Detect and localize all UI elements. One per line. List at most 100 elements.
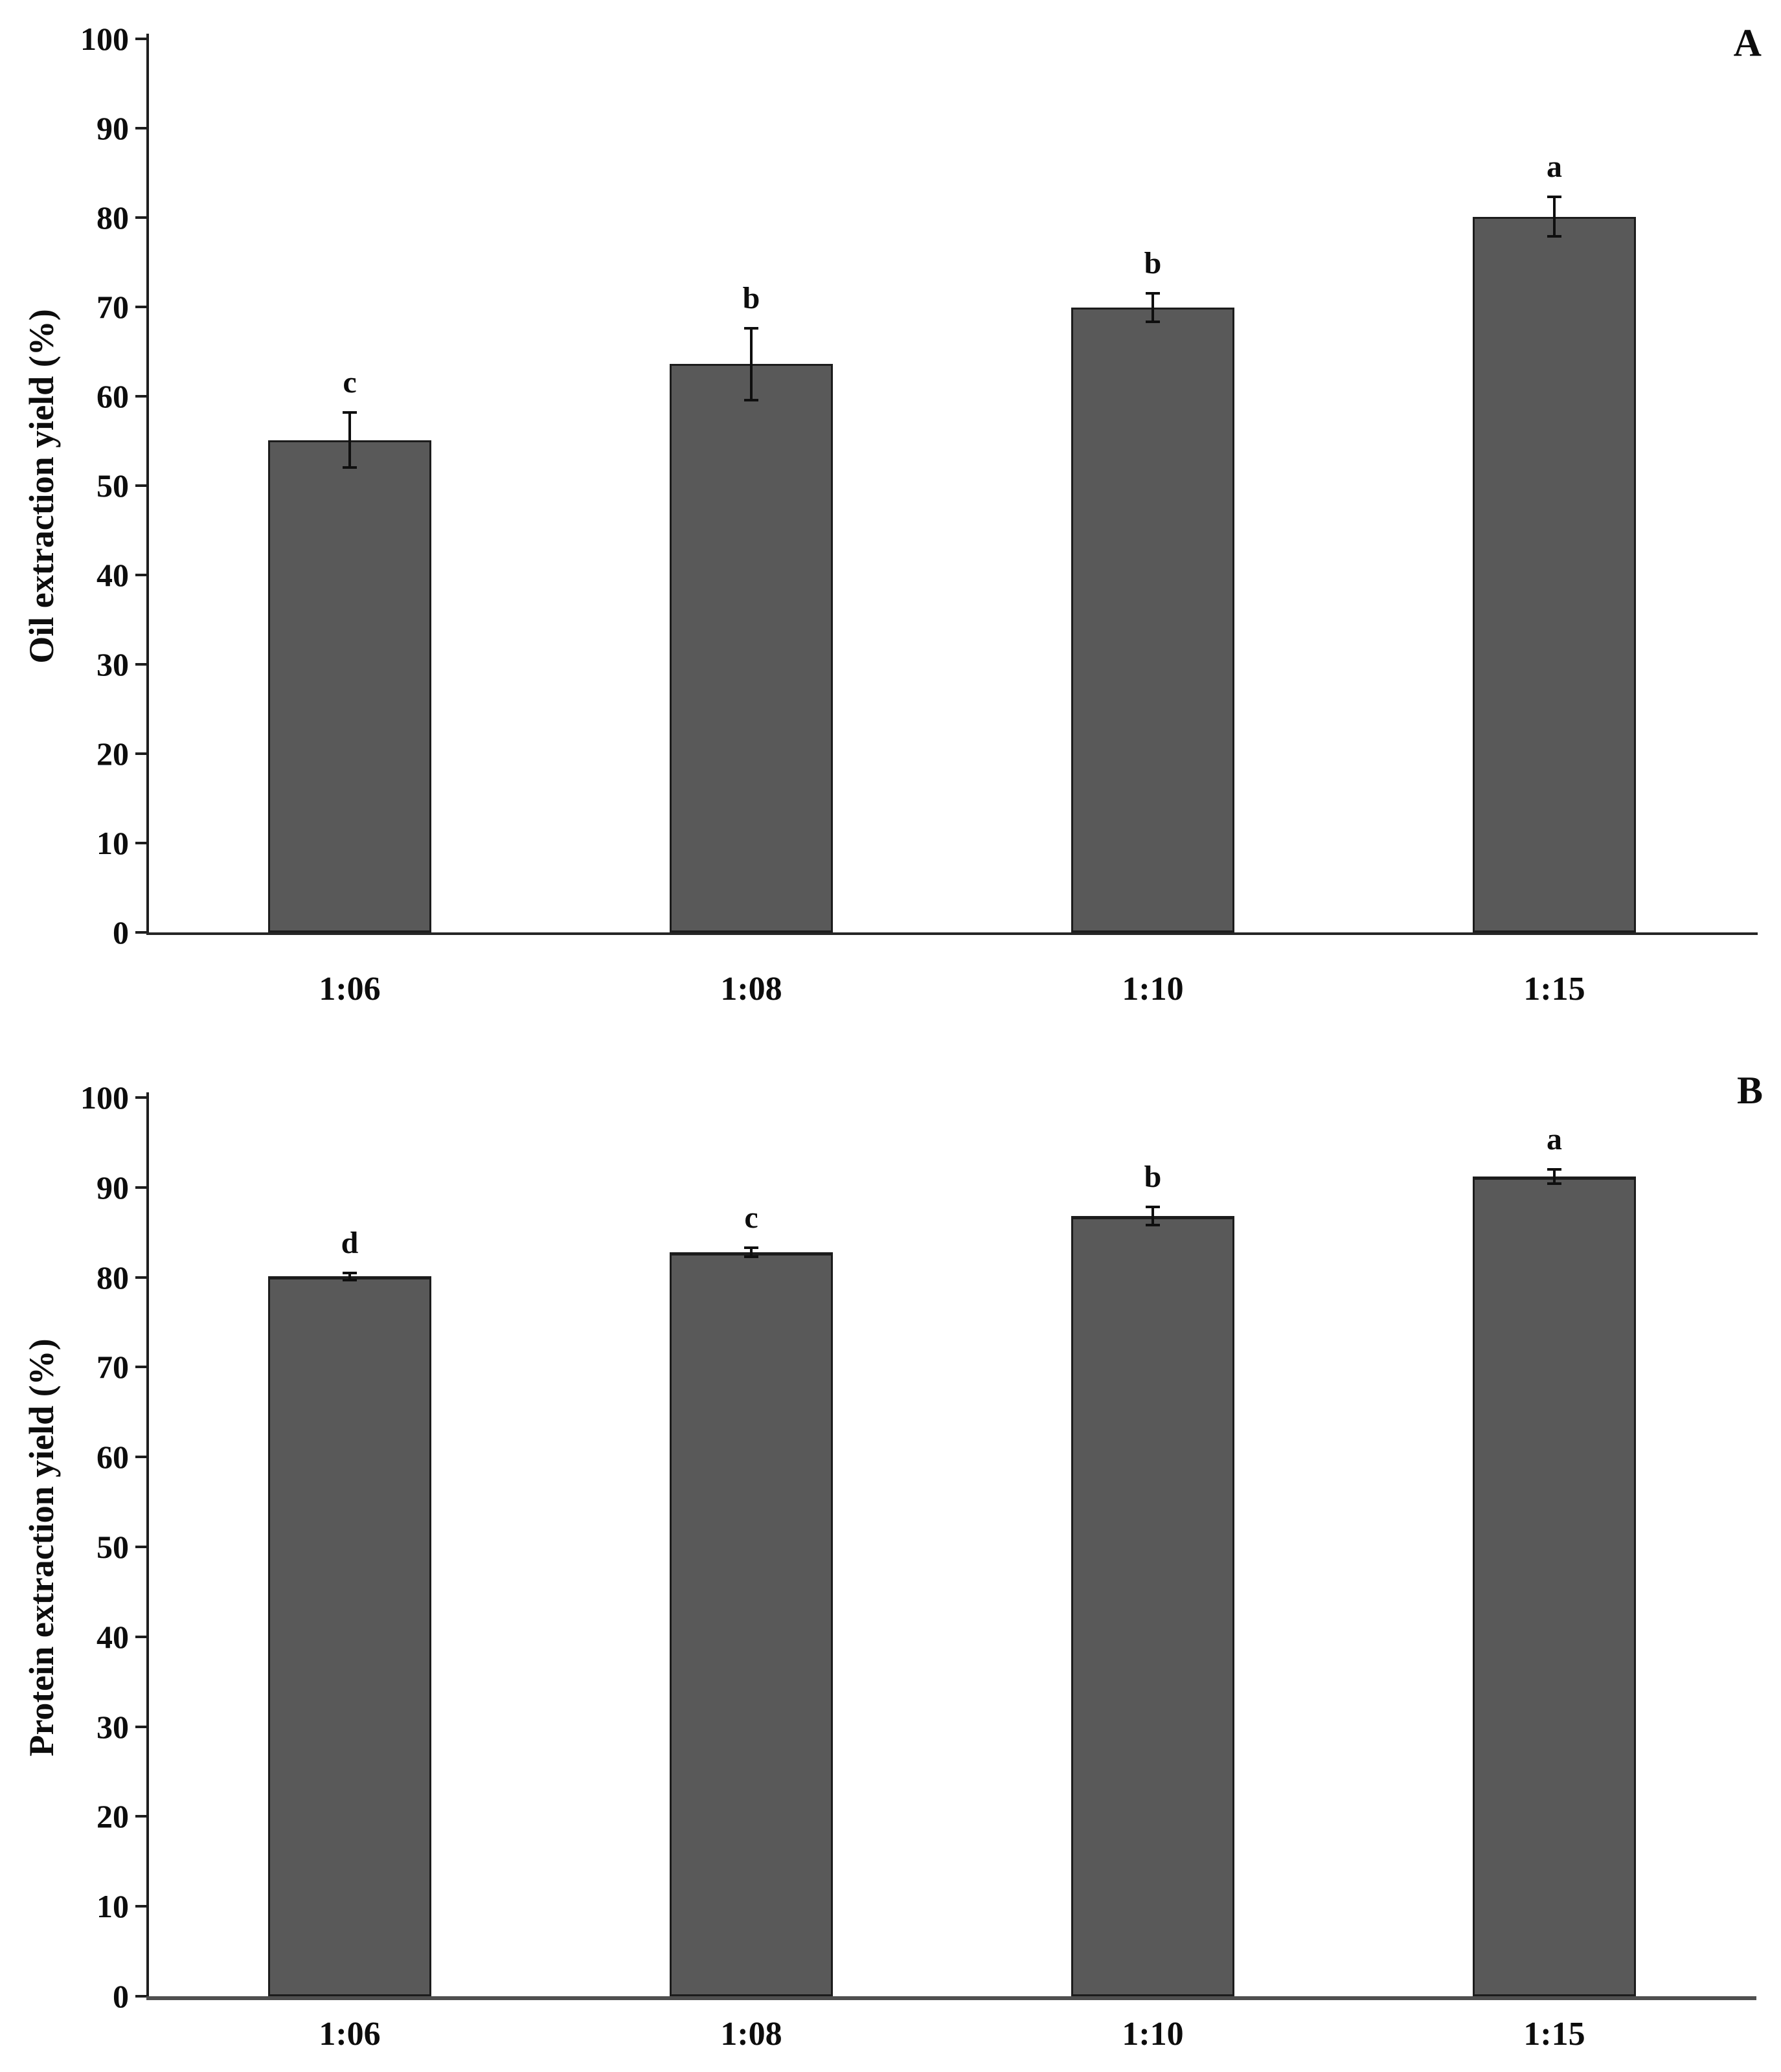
y-tick-mark [135,1546,146,1548]
significance-letter: d [341,1225,359,1260]
bar [1473,216,1636,932]
error-bar [750,328,753,400]
bar [670,1252,833,1996]
y-tick-label: 10 [96,825,129,861]
significance-letter: b [1144,1160,1162,1195]
y-tick-mark [135,931,146,934]
y-tick-label: 90 [96,1169,129,1206]
error-bar-cap-bottom [1547,1182,1561,1186]
y-tick-label: 60 [96,1439,129,1476]
y-tick-mark [135,752,146,755]
y-tick-mark [135,574,146,576]
significance-letter: c [744,1200,758,1235]
error-bar-cap-bottom [1146,321,1160,324]
y-tick-mark [135,306,146,308]
y-tick-mark [135,1186,146,1189]
y-tick-mark [135,484,146,487]
y-tick-label: 50 [96,467,129,504]
error-bar-cap-top [1146,292,1160,295]
error-bar-cap-top [1547,196,1561,199]
error-bar-cap-top [343,1271,357,1274]
y-tick-label: 100 [80,1079,129,1116]
y-tick-label: 10 [96,1888,129,1925]
significance-letter: a [1547,150,1562,185]
error-bar [348,412,351,468]
x-tick-label: 1:10 [1122,971,1184,1008]
y-tick-label: 30 [96,646,129,682]
y-tick-label: 0 [113,914,129,951]
bar [670,364,833,932]
y-tick-label: 50 [96,1529,129,1565]
y-tick-mark [135,1456,146,1459]
y-axis-line [146,34,149,932]
bar [268,440,431,932]
y-tick-mark [135,842,146,844]
y-tick-mark [135,38,146,40]
y-axis-line [146,1092,149,1996]
y-tick-mark [135,1905,146,1908]
y-tick-label: 80 [96,1259,129,1296]
x-tick-label: 1:10 [1122,2016,1184,2053]
y-tick-mark [135,395,146,398]
y-tick-label: 0 [113,1978,129,2014]
bar [268,1276,431,1996]
y-tick-label: 90 [96,110,129,146]
error-bar-cap-bottom [744,1255,758,1258]
y-tick-mark [135,1276,146,1279]
x-axis-line [146,932,1758,935]
bar [1071,1216,1234,1996]
y-tick-label: 70 [96,1349,129,1386]
error-bar-cap-top [1146,1206,1160,1209]
significance-letter: c [343,365,357,400]
x-tick-label: 1:06 [319,971,381,1008]
y-tick-label: 100 [80,21,129,57]
y-tick-label: 40 [96,1618,129,1655]
y-tick-label: 40 [96,557,129,593]
error-bar-cap-top [744,1246,758,1249]
y-tick-mark [135,1096,146,1099]
y-tick-mark [135,1366,146,1369]
y-tick-mark [135,1635,146,1638]
error-bar-cap-bottom [343,466,357,469]
significance-letter: a [1547,1122,1562,1157]
x-axis-line [146,1996,1756,2000]
error-bar-cap-bottom [343,1278,357,1281]
y-tick-mark [135,127,146,130]
error-bar-cap-bottom [1146,1224,1160,1227]
error-bar-cap-top [744,327,758,330]
y-tick-mark [135,1815,146,1818]
error-bar [348,1272,351,1280]
y-tick-label: 60 [96,378,129,414]
y-tick-label: 80 [96,199,129,236]
significance-letter: b [742,281,760,316]
error-bar-cap-top [343,411,357,414]
bar [1071,308,1234,932]
y-tick-mark [135,216,146,219]
y-tick-label: 70 [96,289,129,325]
error-bar-cap-bottom [744,398,758,401]
error-bar [1553,197,1556,236]
y-tick-label: 20 [96,1798,129,1835]
error-bar [1151,293,1154,322]
x-tick-label: 1:15 [1523,971,1585,1008]
x-tick-label: 1:08 [720,2016,782,2053]
error-bar [750,1247,753,1257]
error-bar-cap-top [1547,1168,1561,1171]
error-bar [1553,1169,1556,1184]
significance-letter: b [1144,246,1162,281]
error-bar-cap-bottom [1547,234,1561,238]
y-tick-mark [135,1995,146,1998]
x-tick-label: 1:15 [1523,2016,1585,2053]
y-tick-label: 30 [96,1708,129,1745]
bar [1473,1177,1636,1996]
y-tick-mark [135,1725,146,1728]
x-tick-label: 1:08 [720,971,782,1008]
error-bar [1151,1207,1154,1226]
y-tick-mark [135,663,146,666]
x-tick-label: 1:06 [319,2016,381,2053]
panel-label: B [1736,1069,1763,1112]
panel-label: A [1733,21,1762,64]
